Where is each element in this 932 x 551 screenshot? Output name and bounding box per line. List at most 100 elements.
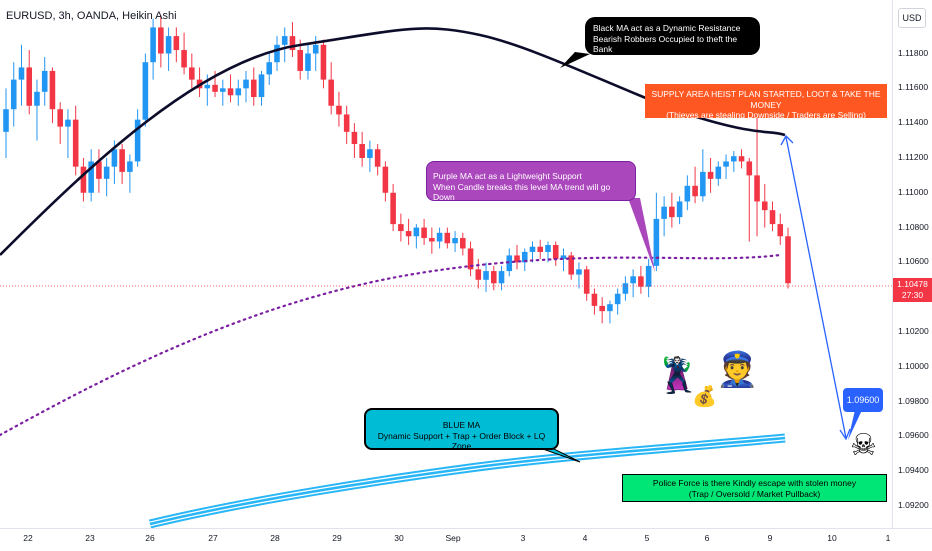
candle-body: [684, 185, 691, 202]
candle-body: [614, 293, 621, 305]
price-tick-label: 1.10000: [898, 360, 929, 371]
forecast-arrow-head-bottom: [839, 428, 851, 441]
candle-body: [281, 36, 288, 45]
candle-body: [173, 36, 180, 51]
candle-body: [521, 251, 528, 263]
candle-body: [498, 271, 505, 284]
purple-ma-annotation[interactable]: Purple MA act as a Lightweight Support W…: [426, 161, 636, 203]
candle-body: [405, 231, 412, 237]
candle-body: [41, 70, 48, 92]
candle-body: [390, 192, 396, 225]
candle-body: [560, 255, 567, 259]
police-officer-icon: 👮: [716, 351, 759, 389]
candle-body: [258, 74, 265, 98]
candle-body: [638, 276, 644, 287]
candle-body: [305, 53, 311, 71]
candle-body: [715, 166, 722, 179]
candle-body: [142, 62, 149, 120]
candle-body: [738, 156, 745, 162]
candle-body: [537, 246, 544, 252]
candle-body: [583, 269, 590, 294]
candle-body: [103, 166, 110, 179]
candle-body: [165, 36, 172, 54]
time-tick-label: 29: [332, 533, 342, 543]
candle-body: [96, 161, 102, 179]
candle-body: [529, 246, 536, 252]
candle-body: [552, 244, 559, 259]
candle-body: [88, 161, 94, 193]
currency-button[interactable]: USD: [898, 8, 926, 28]
time-tick-label: 28: [270, 533, 280, 543]
time-tick-label: 1: [885, 533, 891, 543]
candle-body: [119, 149, 125, 172]
candle-body: [622, 283, 629, 294]
candle-body: [72, 119, 79, 167]
candle-body: [700, 171, 706, 197]
price-axis[interactable]: [892, 0, 932, 528]
blue-ma-annotation[interactable]: BLUE MA Dynamic Support + Trap + Order B…: [364, 408, 559, 452]
candle-body: [483, 271, 489, 280]
supply-area-annotation[interactable]: SUPPLY AREA HEIST PLAN STARTED, LOOT & T…: [645, 84, 887, 120]
skull-crossbones-icon: ☠: [850, 429, 877, 462]
time-tick-label: 5: [644, 533, 650, 543]
candle-body: [204, 84, 211, 89]
supply-line-2: (Thieves are stealing Downside / Traders…: [666, 110, 866, 120]
candle-body: [460, 238, 466, 249]
purple-ma-line-2: When Candle breaks this level MA trend w…: [433, 181, 611, 203]
candle-body: [761, 201, 768, 211]
time-axis[interactable]: [0, 528, 932, 551]
forecast-arrow-head-top: [780, 134, 794, 146]
candle-body: [26, 67, 33, 106]
candle-body: [429, 238, 435, 242]
candle-body: [576, 269, 582, 275]
time-tick-label: 3: [520, 533, 526, 543]
candle-body: [746, 161, 753, 176]
candle-body: [374, 149, 381, 167]
candle-body: [514, 255, 520, 263]
purple-ma-line-1: Purple MA act as a Lightweight Support: [433, 171, 582, 181]
candle-body: [436, 232, 443, 242]
target-price-label[interactable]: 1.09600: [843, 388, 883, 412]
candle-body: [111, 149, 118, 167]
candle-body: [266, 62, 273, 75]
police-annotation[interactable]: Police Force is there Kindly escape with…: [622, 474, 887, 502]
police-line-2: (Trap / Oversold / Market Pullback): [688, 488, 821, 499]
candle-body: [127, 161, 133, 172]
time-tick-label: 22: [23, 533, 33, 543]
candle-body: [189, 67, 195, 80]
black-ma-annotation[interactable]: Black MA act as a Dynamic Resistance Bea…: [585, 17, 760, 55]
candle-body: [444, 232, 451, 244]
candle-body: [661, 206, 667, 219]
time-tick-label: 4: [582, 533, 588, 543]
price-tick-label: 1.11800: [898, 47, 929, 58]
time-tick-label: 6: [704, 533, 710, 543]
candle-body: [777, 224, 784, 237]
candle-body: [243, 79, 249, 89]
candle-body: [367, 149, 373, 158]
candle-body: [467, 248, 474, 270]
candle-body: [274, 44, 280, 63]
candle-body: [723, 161, 729, 167]
candle-body: [49, 70, 56, 110]
candle-body: [34, 91, 40, 106]
time-tick-label: 10: [827, 533, 837, 543]
current-price-value: 1.10478: [897, 279, 928, 289]
blue-ma-line-2: Dynamic Support + Trap + Order Block + L…: [377, 430, 546, 452]
candle-body: [506, 255, 513, 272]
candle-body: [676, 201, 683, 218]
candle-body: [18, 67, 25, 80]
candle-body: [769, 210, 776, 225]
forecast-arrow: [785, 136, 847, 439]
candle-body: [297, 50, 304, 71]
candle-body: [630, 276, 636, 284]
price-tick-label: 1.10600: [898, 256, 929, 267]
candle-body: [607, 304, 613, 312]
time-tick-label: 9: [767, 533, 773, 543]
price-tick-label: 1.11400: [898, 117, 929, 128]
callout-pointer-black: [560, 52, 590, 68]
black-ma-line: [0, 27, 786, 256]
candle-body: [599, 305, 605, 312]
candle-body: [421, 227, 427, 239]
price-tick-label: 1.11200: [898, 151, 929, 162]
